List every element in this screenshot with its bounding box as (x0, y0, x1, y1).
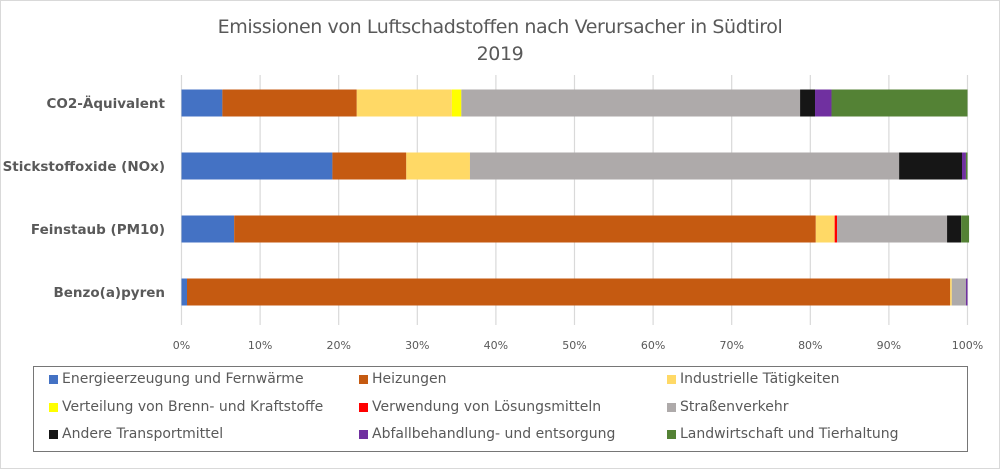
bar-segment (406, 152, 470, 180)
legend-label: Verteilung von Brenn- und Kraftstoffe (62, 399, 324, 415)
x-tick-labels: 0% 10% 20% 30% 40% 50% 60% 70% 80% 90% 100% (173, 339, 983, 352)
legend-item: Energieerzeugung und Fernwärme (49, 371, 304, 387)
x-tick-label: 10% (248, 339, 272, 352)
bar-segment (451, 89, 462, 117)
legend-label: Industrielle Tätigkeiten (680, 371, 840, 387)
legend-item: Straßenverkehr (667, 399, 789, 415)
legend-label: Abfallbehandlung- und entsorgung (372, 426, 616, 442)
bar-segment (834, 215, 838, 243)
bar-segment (961, 152, 966, 180)
bar-segment (831, 89, 968, 117)
bars (181, 89, 970, 306)
legend-item: Andere Transportmittel (49, 426, 223, 442)
legend-swatch (667, 402, 676, 412)
bar-segment (234, 215, 816, 243)
x-tick-label: 90% (877, 339, 901, 352)
legend-swatch (49, 429, 58, 439)
x-tick-label: 50% (562, 339, 586, 352)
legend-label: Verwendung von Lösungsmitteln (372, 399, 602, 415)
x-tick-label: 80% (798, 339, 822, 352)
chart-subtitle: 2019 (476, 43, 524, 65)
bar-segment (815, 89, 832, 117)
bar-segment (181, 89, 223, 117)
bar-segment (332, 152, 407, 180)
x-tick-label: 100% (952, 339, 983, 352)
legend-swatch (49, 374, 58, 384)
legend-item: Verwendung von Lösungsmitteln (359, 399, 601, 415)
x-tick-label: 30% (405, 339, 429, 352)
legend-swatch (49, 402, 58, 412)
bar-segment (181, 152, 333, 180)
bar-segment (965, 152, 968, 180)
bar-segment (951, 278, 966, 306)
bar-segment (800, 89, 816, 117)
bar-segment (899, 152, 962, 180)
bar-segment (837, 215, 948, 243)
legend-item: Landwirtschaft und Tierhaltung (667, 426, 898, 442)
category-label: Stickstoffoxide (NOx) (3, 159, 165, 175)
bar-segment (181, 215, 235, 243)
x-tick-label: 70% (719, 339, 743, 352)
legend-label: Andere Transportmittel (62, 426, 224, 442)
bar-segment (222, 89, 357, 117)
legend-label: Straßenverkehr (680, 399, 789, 415)
bar-segment (461, 89, 801, 117)
legend-swatch (359, 429, 368, 439)
bar-segment (947, 215, 962, 243)
bar-segment (950, 278, 952, 306)
x-tick-label: 0% (173, 339, 190, 352)
legend-label: Landwirtschaft und Tierhaltung (680, 426, 899, 442)
legend: Energieerzeugung und Fernwärme Heizungen I… (33, 366, 968, 452)
legend-swatch (359, 402, 368, 412)
bar-segment (965, 278, 968, 306)
legend-item: Heizungen (359, 371, 447, 387)
category-labels: CO2-Äquivalent Stickstoffoxide (NOx) Feins… (3, 95, 166, 301)
category-label: Feinstaub (PM10) (31, 222, 165, 238)
legend-label: Energieerzeugung und Fernwärme (62, 371, 304, 387)
bar-segment (469, 152, 900, 180)
legend-swatch (667, 429, 676, 439)
legend-swatch (667, 374, 676, 384)
bar-segment (187, 278, 951, 306)
chart-title: Emissionen von Luftschadstoffen nach Ver… (217, 16, 783, 38)
bar-segment (961, 215, 970, 243)
legend-item: Verteilung von Brenn- und Kraftstoffe (49, 399, 323, 415)
bar-segment (815, 215, 835, 243)
category-label: CO2-Äquivalent (47, 95, 166, 112)
x-tick-label: 40% (484, 339, 508, 352)
x-tick-label: 20% (326, 339, 350, 352)
bar-segment (181, 278, 188, 306)
legend-item: Industrielle Tätigkeiten (667, 371, 840, 387)
bar-segment (356, 89, 452, 117)
x-tick-label: 60% (641, 339, 665, 352)
category-label: Benzo(a)pyren (53, 285, 165, 301)
legend-label: Heizungen (372, 371, 447, 387)
legend-item: Abfallbehandlung- und entsorgung (359, 426, 615, 442)
legend-swatch (359, 374, 368, 384)
